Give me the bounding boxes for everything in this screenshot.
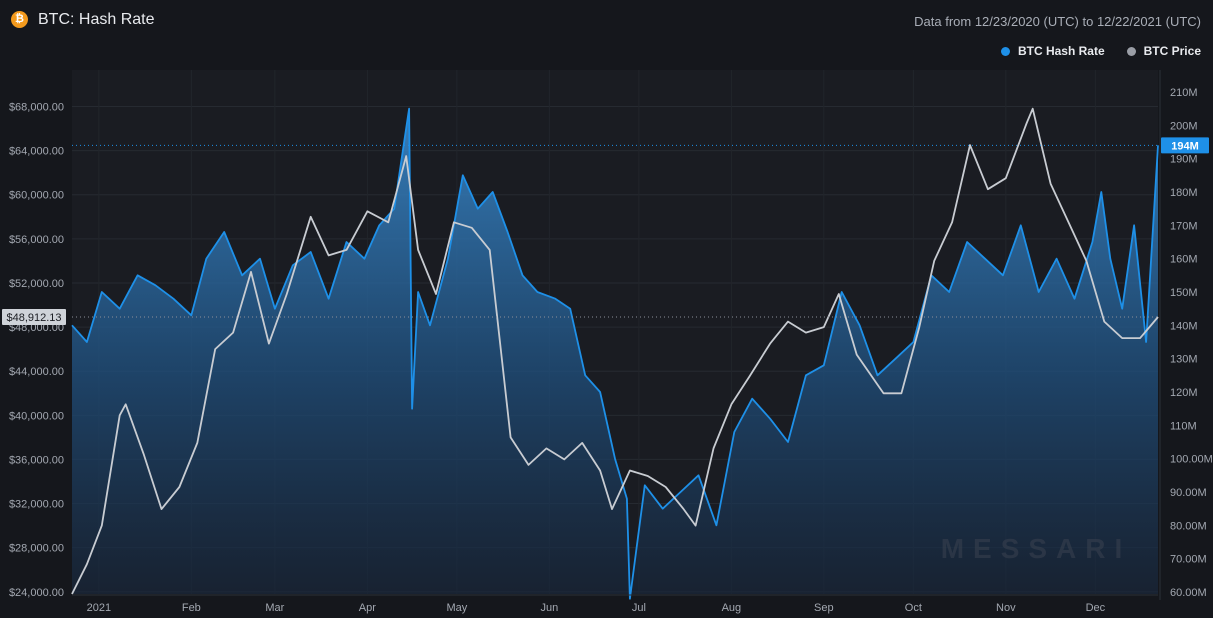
bitcoin-icon: ₿ <box>11 11 28 28</box>
x-tick-label: 2021 <box>87 602 111 614</box>
chart-legend: BTC Hash Rate BTC Price <box>1000 44 1201 58</box>
left-tick-label: $56,000.00 <box>9 234 64 246</box>
legend-item-hash-rate[interactable]: BTC Hash Rate <box>1000 44 1105 58</box>
crosshair <box>72 144 1158 318</box>
legend-label-price: BTC Price <box>1143 44 1201 58</box>
right-tick-label: 90.00M <box>1170 487 1207 499</box>
hash-rate-area <box>72 108 1158 599</box>
price-line <box>71 107 1159 595</box>
right-tick-label: 70.00M <box>1170 554 1207 566</box>
hash-rate-area-fill <box>72 108 1158 599</box>
hash-badge <box>1161 137 1209 154</box>
right-tick-label: 100.00M <box>1170 454 1213 466</box>
left-tick-label: $44,000.00 <box>9 366 64 378</box>
x-tick-label: Nov <box>996 602 1016 614</box>
right-tick-label: 140M <box>1170 320 1198 332</box>
left-tick-label: $64,000.00 <box>9 146 64 158</box>
left-tick-label: $40,000.00 <box>9 410 64 422</box>
x-axis: 2021 Feb Mar Apr May Jun Jul Aug Sep Oct Nov Dec <box>72 594 1158 614</box>
right-tick-label: 80.00M <box>1170 520 1207 532</box>
right-tick-label: 200M <box>1170 120 1198 132</box>
left-tick-label: $52,000.00 <box>9 278 64 290</box>
right-tick-label: 120M <box>1170 387 1198 399</box>
left-tick-label: $32,000.00 <box>9 499 64 511</box>
x-tick-label: Feb <box>182 602 201 614</box>
price-badge <box>2 309 66 326</box>
date-range: Data from 12/23/2020 (UTC) to 12/22/2021… <box>914 14 1201 29</box>
right-tick-label: 210M <box>1170 87 1198 99</box>
x-tick-label: Jun <box>540 602 558 614</box>
price-series <box>71 107 1159 595</box>
right-tick-label: 60.00M <box>1170 587 1207 599</box>
legend-item-price[interactable]: BTC Price <box>1126 44 1201 58</box>
legend-label-hash-rate: BTC Hash Rate <box>1017 44 1105 58</box>
x-tick-label: Jul <box>632 602 646 614</box>
right-tick-label: 110M <box>1170 420 1197 432</box>
left-tick-label: $60,000.00 <box>9 190 64 202</box>
left-axis: $24,000.00 $28,000.00 $32,000.00 $36,000.00… <box>2 101 66 599</box>
x-tick-label: May <box>446 602 467 614</box>
legend-dot-price <box>1126 46 1136 56</box>
right-tick-label: 180M <box>1170 187 1198 199</box>
x-tick-label: Dec <box>1086 602 1106 614</box>
hash-rate-series <box>71 107 1159 600</box>
right-tick-label: 160M <box>1170 254 1198 266</box>
watermark: MESSARI <box>941 533 1132 564</box>
left-tick-label: $68,000.00 <box>9 101 64 113</box>
right-tick-label: 130M <box>1170 354 1198 366</box>
right-tick-label: 150M <box>1170 287 1198 299</box>
x-tick-label: Aug <box>722 602 742 614</box>
hash-rate-line <box>71 107 1159 600</box>
x-tick-label: Oct <box>905 602 922 614</box>
x-tick-label: Apr <box>359 602 376 614</box>
right-axis: 60.00M 70.00M 80.00M 90.00M 100.00M 110M 120M 1… <box>1159 70 1213 600</box>
chart-title: BTC: Hash Rate <box>38 11 155 28</box>
x-tick-label: Sep <box>814 602 834 614</box>
x-tick-label: Mar <box>265 602 284 614</box>
left-tick-label: $48,000.00 <box>9 322 64 334</box>
price-badge-label: $48,912.13 <box>6 312 61 324</box>
chart-header: ₿ BTC: Hash Rate Data from 12/23/2020 (U… <box>0 0 1213 44</box>
messari-watermark: MESSARI <box>941 533 1132 564</box>
left-tick-label: $36,000.00 <box>9 454 64 466</box>
hash-badge-label: 194M <box>1171 140 1199 152</box>
left-tick-label: $24,000.00 <box>9 587 64 599</box>
left-tick-label: $28,000.00 <box>9 543 64 555</box>
legend-dot-hash-rate <box>1000 46 1010 56</box>
right-tick-label: 190M <box>1170 154 1198 166</box>
right-tick-label: 170M <box>1170 220 1198 232</box>
